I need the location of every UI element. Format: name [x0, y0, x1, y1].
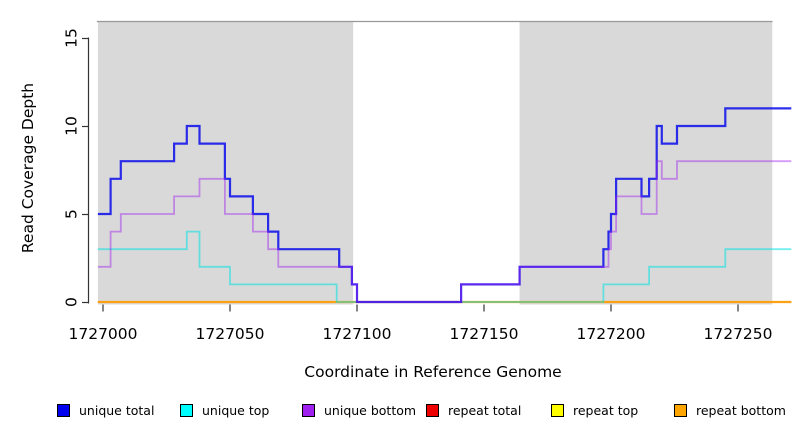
x-tick-label: 1727000: [68, 325, 137, 343]
legend-item-repeat-top: repeat top: [551, 399, 638, 421]
legend-label: repeat top: [573, 402, 639, 418]
legend: unique total unique top unique bottom repea…: [0, 399, 792, 423]
x-tick-label: 1727050: [195, 325, 264, 343]
series-line-unique-total: [97, 107, 792, 304]
series-line-unique-bottom: [97, 160, 792, 303]
legend-label: unique total: [79, 402, 155, 418]
legend-item-repeat-total: repeat total: [426, 399, 521, 421]
legend-label: repeat total: [448, 402, 522, 418]
legend-item-unique-bottom: unique bottom: [302, 399, 416, 421]
y-tick-label: 15: [63, 28, 81, 48]
legend-swatch-icon: [426, 403, 439, 417]
y-tick-label: 5: [63, 209, 81, 219]
y-tick-label: 0: [63, 297, 81, 307]
series-line-unique-top: [97, 230, 792, 303]
y-tick-label: 10: [63, 116, 81, 136]
x-axis-title: Coordinate in Reference Genome: [304, 363, 561, 381]
x-tick-label: 1727100: [322, 325, 391, 343]
legend-item-repeat-bottom: repeat bottom: [674, 399, 786, 421]
legend-swatch-icon: [302, 403, 315, 417]
x-tick-label: 1727200: [576, 325, 645, 343]
y-axis-title: Read Coverage Depth: [19, 83, 37, 253]
legend-item-unique-total: unique total: [57, 399, 154, 421]
legend-swatch-icon: [551, 403, 564, 417]
right-covered-region: [519, 21, 773, 305]
x-tick-label: 1727250: [703, 325, 772, 343]
legend-label: unique top: [202, 402, 270, 418]
legend-label: unique bottom: [324, 402, 417, 418]
coverage-plot: 0 5 10 15 1727000 1727050 1727100 1727150 172720…: [19, 20, 792, 381]
legend-swatch-icon: [57, 403, 70, 417]
x-tick-label: 1727150: [449, 325, 518, 343]
legend-swatch-icon: [180, 403, 193, 417]
legend-item-unique-top: unique top: [180, 399, 269, 421]
legend-label: repeat bottom: [696, 402, 786, 418]
legend-swatch-icon: [674, 403, 687, 417]
